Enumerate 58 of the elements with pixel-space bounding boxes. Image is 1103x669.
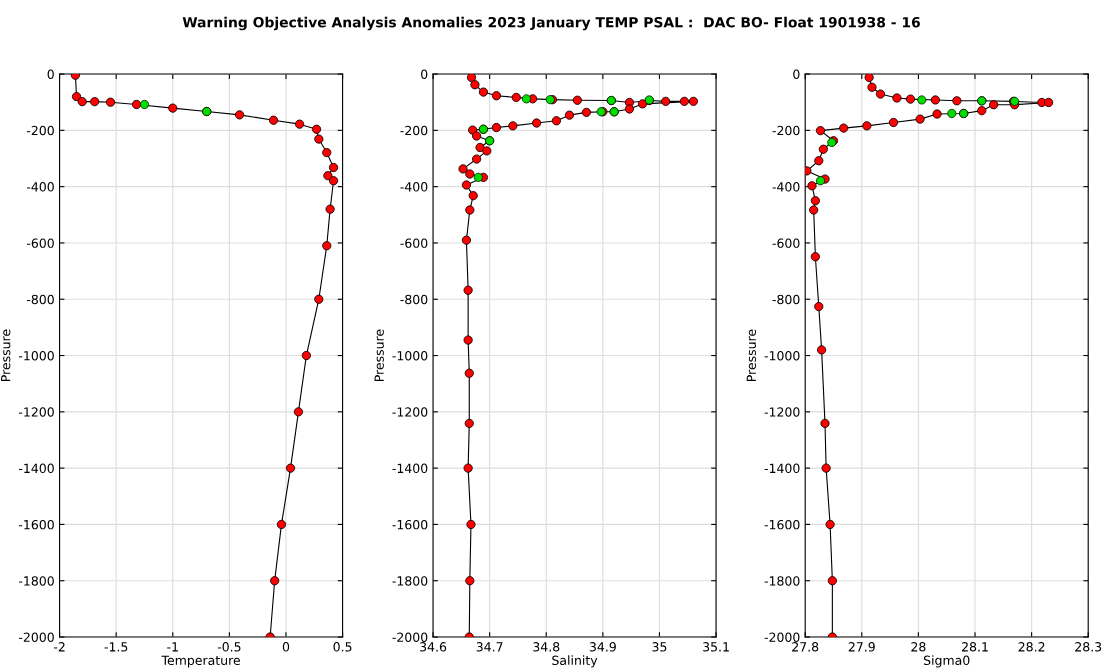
y-tick-label: -400 [400,182,428,192]
x-tick-label: 34.7 [476,642,503,652]
y-tick-label: -800 [400,294,428,305]
y-tick-label: -600 [400,238,428,248]
y-axis-title: Pressure [746,329,757,381]
y-tick-label: 0 [421,69,428,79]
y-tick-label: -800 [26,294,54,305]
y-tick-label: -400 [26,182,54,192]
y-tick-label: -1400 [392,463,428,474]
y-tick-label: -1000 [392,351,428,361]
y-tick-label: -1000 [764,351,800,361]
x-tick-label: -1.5 [104,642,128,652]
x-tick-label: 28 [911,642,926,652]
y-tick-label: -1400 [764,463,800,474]
y-tick-label: -600 [26,238,54,248]
x-tick-label: 34.6 [420,642,447,652]
y-tick-label: -1600 [18,519,54,530]
y-tick-label: 0 [793,69,800,79]
y-tick-label: -1800 [392,576,428,586]
x-tick-label: 35.1 [703,642,729,652]
y-tick-label: -1000 [18,351,54,361]
x-tick-label: 0 [282,642,290,652]
x-tick-label: 35 [652,642,667,652]
y-tick-label: 0 [47,69,54,79]
y-tick-label: -2000 [18,632,54,642]
y-tick-label: -800 [772,294,800,305]
y-tick-label: -1200 [764,407,800,417]
x-tick-label: 34.8 [533,642,560,652]
y-tick-label: -1200 [18,407,54,417]
y-tick-label: -600 [772,238,800,248]
y-tick-label: -1800 [764,576,800,586]
y-axis-title: Pressure [374,329,384,381]
x-axis-title: Temperature [161,655,240,668]
y-tick-label: -200 [400,125,428,136]
y-axis-title: Pressure [1,329,11,381]
x-tick-label: 27.9 [848,642,875,652]
x-tick-label: 34.9 [589,642,616,652]
x-tick-label: -2 [53,642,65,652]
x-tick-label: 0.5 [333,642,352,652]
y-tick-label: -1200 [392,407,428,417]
y-tick-label: -1800 [18,576,54,586]
y-tick-label: -1600 [764,519,800,530]
text: Warning Objective Analysis Anomalies 2023 January TEMP PSAL : DAC BO- Float 1901938 - 16 [182,16,920,31]
y-tick-label: -2000 [764,632,800,642]
y-tick-label: -400 [772,182,800,192]
y-tick-label: -1400 [18,463,54,474]
y-tick-label: -2000 [392,632,428,642]
x-tick-label: -0.5 [217,642,241,652]
y-tick-label: -1600 [392,519,428,530]
x-tick-label: -1 [167,642,178,652]
x-axis-title: Salinity [552,655,598,668]
x-tick-label: 28.2 [1018,642,1045,652]
x-tick-label: 27.8 [792,642,819,652]
x-tick-label: 28.1 [962,642,988,652]
y-tick-label: -200 [772,125,800,136]
x-tick-label: 28.3 [1075,642,1102,652]
x-axis-title: Sigma0 [923,655,970,668]
y-tick-label: -200 [26,125,54,136]
